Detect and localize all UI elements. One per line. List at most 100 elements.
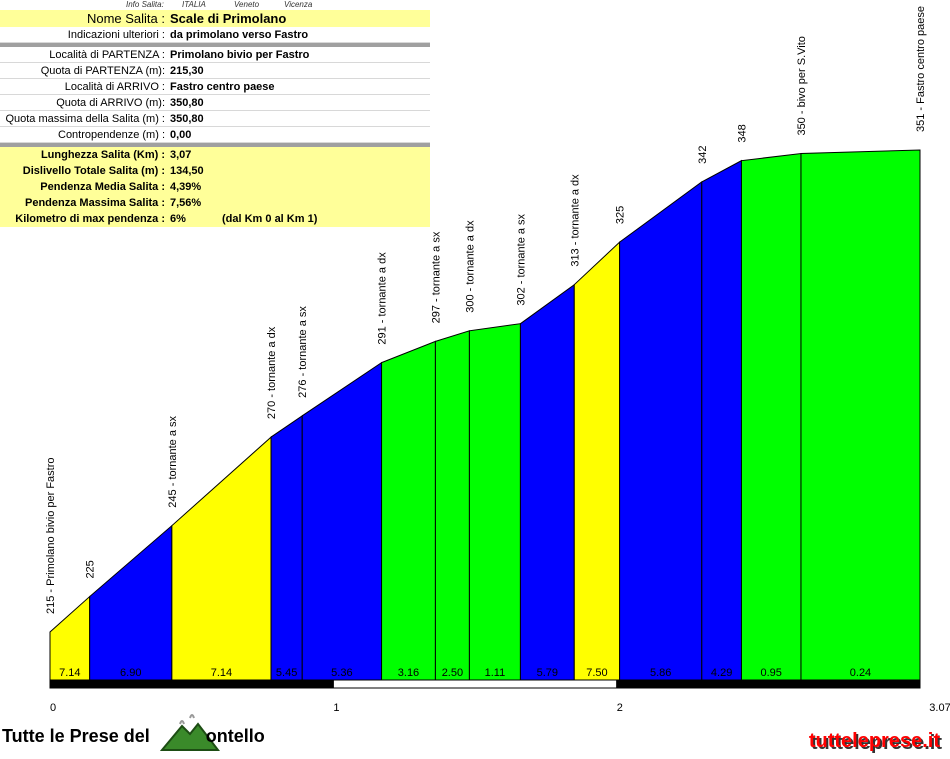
detail-label: Quota di ARRIVO (m): (56, 97, 165, 109)
gradient-label: 7.14 (59, 667, 80, 679)
point-label: 348 (736, 124, 748, 142)
detail-value: 215,30 (170, 65, 204, 77)
gradient-segment (573, 240, 621, 681)
gradient-segment (701, 159, 742, 681)
gradient-label: 0.24 (850, 667, 871, 679)
stat-value: 6% (170, 213, 186, 225)
detail-row: Quota massima della Salita (m) : 350,80 (0, 111, 430, 127)
gradient-segment (619, 180, 703, 681)
province-label: Vicenza (284, 0, 313, 9)
km-tick-label: 3.07 (929, 702, 950, 714)
point-label: 300 - tornante a dx (464, 220, 476, 313)
km-tick-label: 1 (333, 702, 339, 714)
stat-label: Dislivello Totale Salita (m) : (22, 165, 165, 177)
detail-label: Località di ARRIVO : (64, 81, 165, 93)
stat-value: 7,56% (170, 197, 202, 209)
climb-details: Località di PARTENZA : Primolano bivio pe… (0, 47, 430, 143)
detail-label: Quota massima della Salita (m) : (5, 113, 165, 125)
detail-label: Quota di PARTENZA (m): (40, 65, 165, 77)
point-labels: 215 - Primolano bivio per Fastro 225 245 -… (45, 6, 927, 614)
indications-value: da primolano verso Fastro (170, 29, 309, 41)
point-label: 270 - tornante a dx (266, 326, 278, 419)
gradient-segment (301, 361, 383, 681)
point-label: 350 - bivo per S.Vito (796, 36, 808, 135)
stat-row: Lunghezza Salita (Km) : 3,07 (0, 147, 430, 163)
detail-label: Località di PARTENZA : (49, 49, 165, 61)
gradient-label: 5.86 (650, 667, 671, 679)
stat-row: Dislivello Totale Salita (m) : 134,50 (0, 163, 430, 179)
stat-row: Pendenza Massima Salita : 7,56% (0, 195, 430, 211)
gradient-segment (800, 149, 921, 681)
footer-brand: Tutte le Prese del ontello (2, 726, 265, 747)
footer-brand-text-2: ontello (205, 726, 265, 746)
point-label: 291 - tornante a dx (377, 252, 389, 345)
climb-name-value: Scale di Primolano (170, 11, 287, 26)
point-label: 276 - tornante a sx (297, 306, 309, 398)
gradient-label: 1.11 (485, 667, 506, 679)
gradient-label: 5.79 (537, 667, 558, 679)
detail-row: Località di PARTENZA : Primolano bivio pe… (0, 47, 430, 63)
gradient-segment (89, 524, 173, 681)
km-scale-block (49, 679, 334, 689)
gradient-segments (49, 149, 921, 681)
climb-info-panel: Info Salita: ITALIA Veneto Vicenza Nome … (0, 0, 430, 227)
km-tick-labels: 0 1 2 3.07 (50, 702, 950, 714)
detail-label: Contropendenze (m) : (58, 129, 165, 141)
stat-extra: (dal Km 0 al Km 1) (222, 213, 318, 225)
stat-label: Pendenza Massima Salita : (25, 197, 165, 209)
stat-row: Kilometro di max pendenza : 6% (dal Km 0 a… (0, 211, 430, 227)
point-label: 302 - tornante a sx (515, 213, 527, 305)
footer-site-link[interactable]: tutteleprese.it (808, 730, 940, 752)
gradient-label: 5.36 (331, 667, 352, 679)
climb-name-row: Nome Salita : Scale di Primolano (0, 10, 430, 27)
point-label: 342 (697, 146, 709, 164)
km-scale-block (332, 679, 618, 689)
point-label: 313 - tornante a dx (569, 174, 581, 267)
gradient-label: 0.95 (761, 667, 782, 679)
gradient-segment (519, 283, 575, 681)
km-scale-bar (49, 679, 921, 689)
stat-label: Kilometro di max pendenza : (15, 213, 165, 225)
gradient-label: 7.50 (586, 667, 607, 679)
point-label: 351 - Fastro centro paese (915, 6, 927, 132)
indications-row: Indicazioni ulteriori : da primolano ver… (0, 27, 430, 43)
separator (0, 143, 430, 147)
country-label: ITALIA (182, 0, 206, 9)
stat-row: Pendenza Media Salita : 4,39% (0, 179, 430, 195)
point-label: 225 (85, 560, 97, 578)
detail-row: Quota di PARTENZA (m): 215,30 (0, 63, 430, 79)
gradient-labels: 7.14 6.90 7.14 5.45 5.36 3.16 2.50 1.11 5.79 7.50… (59, 667, 871, 679)
gradient-segment (171, 435, 272, 681)
info-top-row: Info Salita: ITALIA Veneto Vicenza (0, 0, 430, 10)
stat-label: Pendenza Media Salita : (40, 181, 165, 193)
point-label: 245 - tornante a sx (167, 415, 179, 507)
gradient-segment (270, 414, 303, 681)
point-label: 297 - tornante a sx (430, 231, 442, 323)
point-label: 215 - Primolano bivio per Fastro (45, 457, 57, 614)
detail-row: Contropendenze (m) : 0,00 (0, 127, 430, 143)
gradient-segment (434, 330, 470, 681)
indications-label: Indicazioni ulteriori : (67, 29, 165, 41)
gradient-label: 7.14 (211, 667, 232, 679)
climb-stats: Lunghezza Salita (Km) : 3,07 Dislivello To… (0, 147, 430, 227)
detail-value: 0,00 (170, 129, 192, 141)
footer-brand-text-1: Tutte le Prese del (2, 726, 150, 746)
stat-value: 3,07 (170, 149, 192, 161)
km-tick-label: 2 (617, 702, 623, 714)
gradient-label: 5.45 (276, 667, 297, 679)
detail-row: Quota di ARRIVO (m): 350,80 (0, 95, 430, 111)
gradient-label: 4.29 (711, 667, 732, 679)
info-salita-label: Info Salita: (126, 0, 164, 9)
gradient-segment (468, 323, 521, 681)
detail-value: 350,80 (170, 97, 204, 109)
region-label: Veneto (234, 0, 260, 9)
stat-value: 134,50 (170, 165, 204, 177)
gradient-label: 3.16 (398, 667, 419, 679)
gradient-label: 6.90 (120, 667, 141, 679)
gradient-label: 2.50 (442, 667, 463, 679)
point-label: 325 (615, 206, 627, 224)
km-scale-block (616, 679, 921, 689)
stat-value: 4,39% (170, 181, 202, 193)
gradient-segment (381, 340, 436, 681)
